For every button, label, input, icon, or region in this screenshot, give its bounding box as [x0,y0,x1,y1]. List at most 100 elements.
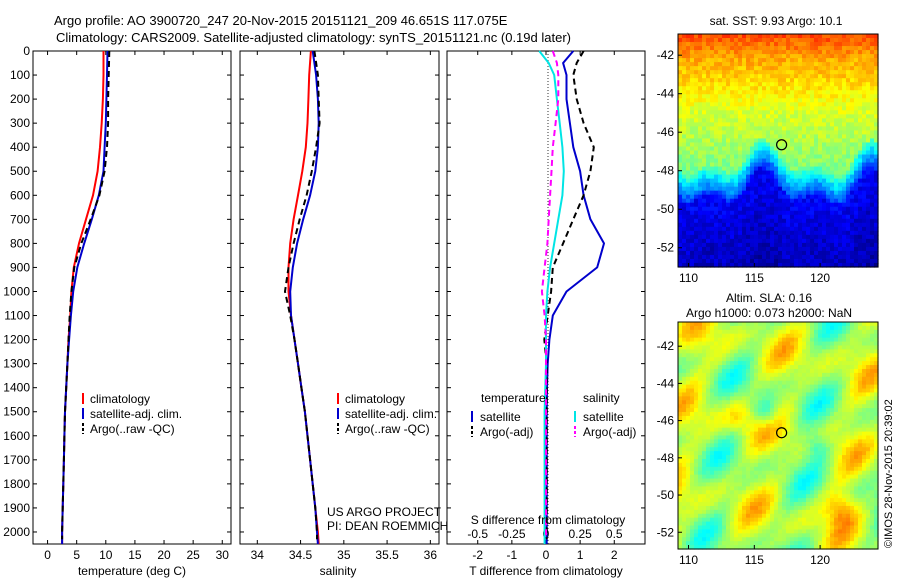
map-cell [770,443,775,448]
map-cell [782,329,787,335]
map-cell [850,262,855,268]
map-cell [802,106,807,111]
map-cell [686,392,691,397]
map-cell [842,118,847,123]
map-cell [706,126,711,132]
map-cell [826,94,831,99]
map-cell [706,329,711,335]
map-cell [710,419,715,425]
map-cell [726,166,731,172]
map-cell [866,226,871,232]
map-cell [842,106,847,111]
map-cell [682,372,687,378]
map-cell [766,114,771,119]
map-cell [854,423,859,429]
map-cell [730,138,735,144]
map-cell [802,194,807,200]
map-cell [822,34,827,39]
map-cell [798,170,803,176]
map-cell [718,357,723,362]
map-cell [774,118,779,123]
map-cell [834,218,839,224]
map-cell [870,322,875,327]
map-cell [778,106,783,111]
map-cell [822,58,827,63]
map-cell [714,174,719,180]
map-cell [750,384,755,390]
temperature-xlabel: temperature (deg C) [78,564,186,578]
map-cell [790,250,795,256]
map-cell [854,162,859,168]
map-cell [722,78,727,83]
map-cell [718,222,723,228]
map-cell [714,194,719,200]
map-cell [682,412,687,417]
map-cell [718,384,723,390]
map-cell [822,210,827,216]
map-cell [718,419,723,425]
map-cell [682,349,687,354]
map-cell [754,158,759,164]
map-cell [850,198,855,204]
map-cell [826,38,831,43]
map-cell [770,218,775,224]
map-cell [782,178,787,184]
map-cell [826,210,831,216]
map-cell [738,368,743,374]
map-cell [850,254,855,260]
map-cell [874,396,879,401]
map-cell [846,412,851,417]
map-cell [690,102,695,107]
map-cell [798,412,803,417]
map-cell [818,329,823,335]
map-cell [714,451,719,456]
map-cell [858,439,863,444]
map-cell [874,174,879,180]
map-cell [686,110,691,115]
map-cell [678,174,683,180]
map-cell [738,150,743,156]
map-cell [746,154,751,160]
map-cell [794,226,799,232]
map-cell [750,250,755,256]
map-cell [754,443,759,448]
map-cell [686,218,691,224]
map-cell [858,102,863,107]
map-cell [682,234,687,240]
map-cell [742,451,747,456]
map-cell [774,451,779,456]
map-cell [710,142,715,148]
map-cell [810,38,815,43]
map-cell [710,447,715,452]
map-cell [874,166,879,172]
map-cell [858,78,863,83]
map-cell [714,222,719,228]
map-cell [834,210,839,216]
map-cell [814,218,819,224]
map-cell [702,122,707,127]
map-cell [834,262,839,268]
map-cell [822,250,827,256]
map-cell [730,102,735,107]
map-cell [830,396,835,401]
map-cell [726,38,731,43]
map-cell [734,435,739,441]
map-cell [798,419,803,425]
map-cell [862,396,867,401]
map-cell [834,182,839,188]
map-cell [850,98,855,103]
map-cell [830,38,835,43]
map-cell [870,238,875,244]
map-cell [798,254,803,260]
map-cell [810,412,815,417]
map-cell [726,439,731,444]
map-cell [678,154,683,160]
map-cell [762,82,767,87]
map-cell [874,182,879,188]
map-cell [858,345,863,350]
map-cell [782,392,787,397]
map-cell [730,142,735,148]
map-cell [758,246,763,252]
map-cell [734,329,739,335]
map-cell [870,361,875,366]
